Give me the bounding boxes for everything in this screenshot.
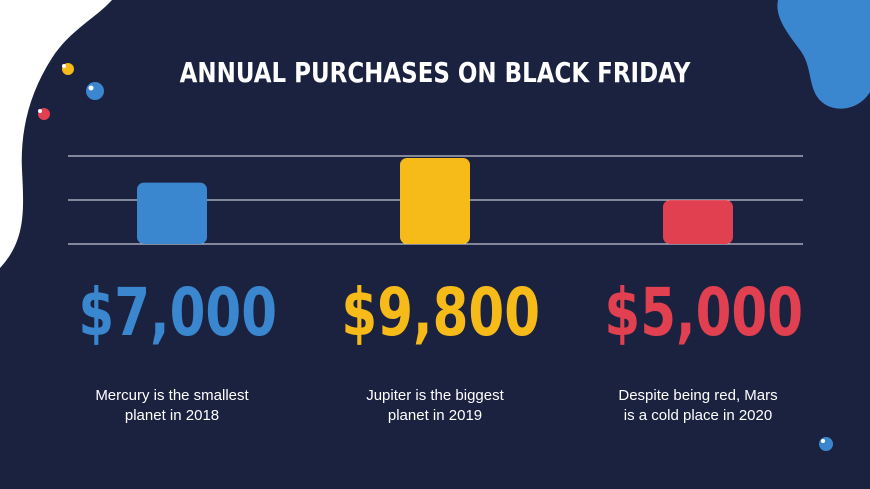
- description-line: is a cold place in 2020: [623, 407, 773, 424]
- description-line: Despite being red, Mars: [618, 387, 778, 404]
- description-mercury: Mercury is the smallest planet in 2018: [52, 386, 292, 426]
- bar-mars: [663, 200, 733, 244]
- page-title: ANNUAL PURCHASES ON BLACK FRIDAY: [179, 56, 691, 89]
- description-line: planet in 2019: [387, 407, 483, 424]
- value-label-jupiter: $9,800: [341, 274, 541, 351]
- bar-jupiter: [400, 158, 470, 244]
- value-label-mercury: $7,000: [78, 274, 278, 351]
- description-jupiter: Jupiter is the biggest planet in 2019: [315, 386, 555, 426]
- dot-highlight: [88, 85, 94, 91]
- dot-highlight: [38, 109, 42, 113]
- dot-highlight: [62, 64, 66, 68]
- description-line: Jupiter is the biggest: [366, 387, 504, 404]
- description-mars: Despite being red, Mars is a cold place i…: [578, 386, 818, 426]
- description-line: Mercury is the smallest: [95, 387, 249, 404]
- dot-highlight: [821, 439, 825, 443]
- description-line: planet in 2018: [124, 407, 220, 424]
- blue-blob-shape: [777, 0, 870, 109]
- bar-mercury: [137, 182, 207, 244]
- value-label-mars: $5,000: [604, 274, 804, 351]
- white-blob-shape: [0, 0, 112, 268]
